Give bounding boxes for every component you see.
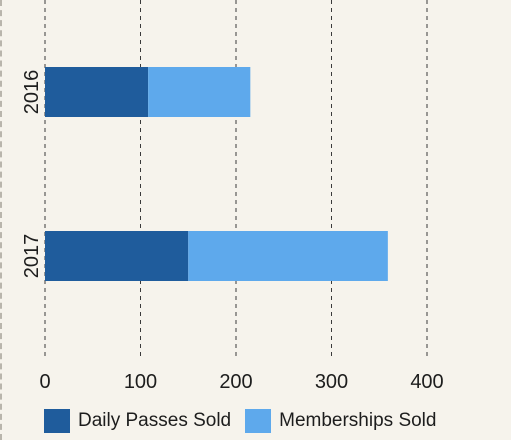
legend-label-daily-passes: Daily Passes Sold bbox=[78, 410, 232, 431]
legend-item-daily-passes: Daily Passes Sold bbox=[44, 409, 231, 433]
x-tick-label-0: 0 bbox=[39, 371, 50, 393]
legend-item-memberships: Memberships Sold bbox=[245, 409, 436, 433]
x-tick-label-200: 200 bbox=[219, 371, 252, 393]
x-tick-label-100: 100 bbox=[124, 371, 157, 393]
bar-2017-daily-passes-sold bbox=[45, 231, 189, 281]
legend: Daily Passes Sold Memberships Sold bbox=[44, 406, 436, 436]
bar-2016-daily-passes-sold bbox=[45, 67, 149, 117]
category-label-2016: 2016 bbox=[21, 70, 43, 115]
x-tick-label-300: 300 bbox=[315, 371, 348, 393]
bar-2017-memberships-sold bbox=[188, 231, 388, 281]
stacked-bar-chart: 0 100 200 300 400 2016 2017 bbox=[21, 0, 444, 393]
bar-2016-memberships-sold bbox=[148, 67, 251, 117]
legend-swatch-daily-passes bbox=[44, 409, 70, 433]
legend-label-memberships: Memberships Sold bbox=[279, 410, 437, 431]
x-tick-label-400: 400 bbox=[410, 371, 443, 393]
category-label-2017: 2017 bbox=[21, 234, 43, 279]
frame-dashed-border bbox=[0, 0, 2, 440]
legend-swatch-memberships bbox=[245, 409, 272, 433]
